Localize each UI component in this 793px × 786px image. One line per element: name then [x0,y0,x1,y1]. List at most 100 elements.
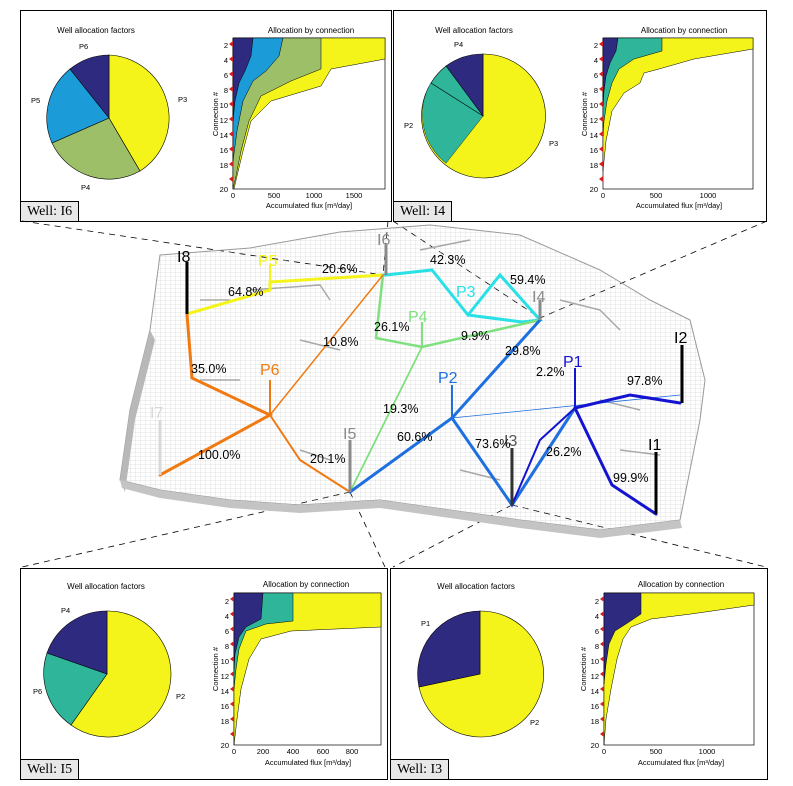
x-tick-labels: 0 200 400 600 800 [232,747,358,756]
well-label-i4: I4 [532,289,545,306]
svg-text:29.8%: 29.8% [505,344,540,358]
svg-text:800: 800 [346,747,359,756]
connection-i6-p3-i4 [381,268,544,324]
allocation-pie-chart [421,53,546,179]
pie-label-p2: P2 [404,121,413,130]
svg-text:1000: 1000 [306,191,323,200]
svg-text:1000: 1000 [699,747,716,756]
svg-text:10: 10 [221,657,229,666]
x-axis-label: Accumulated flux [m³/day] [638,758,724,767]
svg-text:16: 16 [590,146,598,155]
well-label-i5: I5 [343,426,356,443]
panel-well-i5: Well allocation factors P4 P6 P2 Allocat… [20,568,388,780]
flux-percentages: 64.8% 20.6% 42.3% 59.4% 26.1% 9.9% 10.8%… [191,253,662,485]
connection-p6-i6 [269,274,384,416]
y-tick-labels: 2 4 6 8 10 12 14 16 18 20 [220,41,228,194]
connection-p1-i2 [573,393,682,410]
svg-text:12: 12 [591,672,599,681]
connection-p2-i3-p1 [450,406,577,508]
svg-text:20.6%: 20.6% [322,262,357,276]
svg-text:35.0%: 35.0% [191,362,226,376]
svg-text:14: 14 [221,687,229,696]
connection-p2-i2 [451,394,681,419]
panel-well-i4: Well allocation factors P4 P2 P3 Allocat… [393,10,767,222]
svg-text:18: 18 [590,161,598,170]
x-axis-label: Accumulated flux [m³/day] [265,758,351,767]
pie-label-p3: P3 [549,139,558,148]
svg-text:19.3%: 19.3% [383,402,418,416]
allocation-area-chart [600,592,755,746]
svg-text:16: 16 [220,146,228,155]
svg-text:10.8%: 10.8% [323,335,358,349]
svg-text:2: 2 [595,597,599,606]
svg-text:0: 0 [602,747,606,756]
svg-text:400: 400 [287,747,300,756]
well-label-i7: I7 [150,405,163,422]
x-axis-label: Accumulated flux [m³/day] [636,201,722,210]
svg-text:6: 6 [225,627,229,636]
pie-slice-p2 [70,610,172,738]
svg-text:2: 2 [594,41,598,50]
x-tick-labels: 0 500 1000 [602,747,715,756]
pie-slice-p4 [51,117,141,180]
svg-text:14: 14 [590,131,598,140]
svg-text:99.9%: 99.9% [613,471,648,485]
well-label-p2: P2 [438,370,458,387]
panel-i4-graphics: Well allocation factors P4 P2 P3 Allocat… [404,26,754,210]
svg-text:26.1%: 26.1% [374,320,409,334]
area-title: Allocation by connection [638,580,724,589]
svg-text:10: 10 [220,101,228,110]
pie-label-p5: P5 [31,96,40,105]
pie-title: Well allocation factors [437,582,515,591]
pie-label-p4: P4 [61,606,70,615]
pie-title: Well allocation factors [57,26,135,35]
svg-text:18: 18 [221,717,229,726]
pie-slice-p3 [108,54,170,172]
pie-label-p2: P2 [176,692,185,701]
svg-text:12: 12 [220,116,228,125]
svg-text:12: 12 [590,116,598,125]
y-axis-label: Connection # [211,91,220,136]
svg-text:6: 6 [595,627,599,636]
svg-text:6: 6 [224,71,228,80]
pie-slice-p6 [43,652,108,726]
well-label-i2: I2 [674,330,687,347]
svg-text:2.2%: 2.2% [536,365,565,379]
svg-text:0: 0 [231,191,235,200]
svg-text:9.9%: 9.9% [461,329,490,343]
svg-text:14: 14 [220,131,228,140]
connection-i5-p2-i4 [348,318,542,494]
pie-slice-p6 [69,54,110,119]
svg-text:500: 500 [268,191,281,200]
svg-text:1000: 1000 [700,191,717,200]
pie-slice-p4 [46,610,108,675]
svg-text:14: 14 [591,687,599,696]
y-tick-labels: 2 4 6 8 10 12 14 16 18 20 [591,597,599,750]
x-axis-label: Accumulated flux [m³/day] [266,201,352,210]
well-label: Well: I5 [21,759,80,779]
well-label-p5: P5 [258,253,278,270]
svg-text:4: 4 [224,56,228,65]
panel-i3-graphics: Well allocation factors P1 P2 Allocation… [417,580,755,767]
well-label: Well: I6 [21,201,80,221]
svg-text:20: 20 [220,185,228,194]
panel-i5-graphics: Well allocation factors P4 P6 P2 Allocat… [33,580,382,767]
pie-label-p4: P4 [81,183,90,192]
well-label-i1: I1 [648,437,661,454]
x-tick-labels: 0 500 1000 [601,191,716,200]
pie-title: Well allocation factors [67,582,145,591]
svg-text:20: 20 [591,741,599,750]
flow-connections [158,268,682,516]
svg-text:0: 0 [232,747,236,756]
well-label: Well: I3 [391,759,450,779]
pie-label-p6: P6 [79,42,88,51]
allocation-pie-chart [43,610,172,738]
svg-text:8: 8 [225,642,229,651]
pie-label-p2: P2 [530,718,539,727]
svg-text:6: 6 [594,71,598,80]
connection-p4 [374,273,542,349]
svg-text:16: 16 [221,702,229,711]
svg-text:500: 500 [650,191,663,200]
y-axis-label: Connection # [580,91,589,136]
pie-label-p4: P4 [454,40,463,49]
